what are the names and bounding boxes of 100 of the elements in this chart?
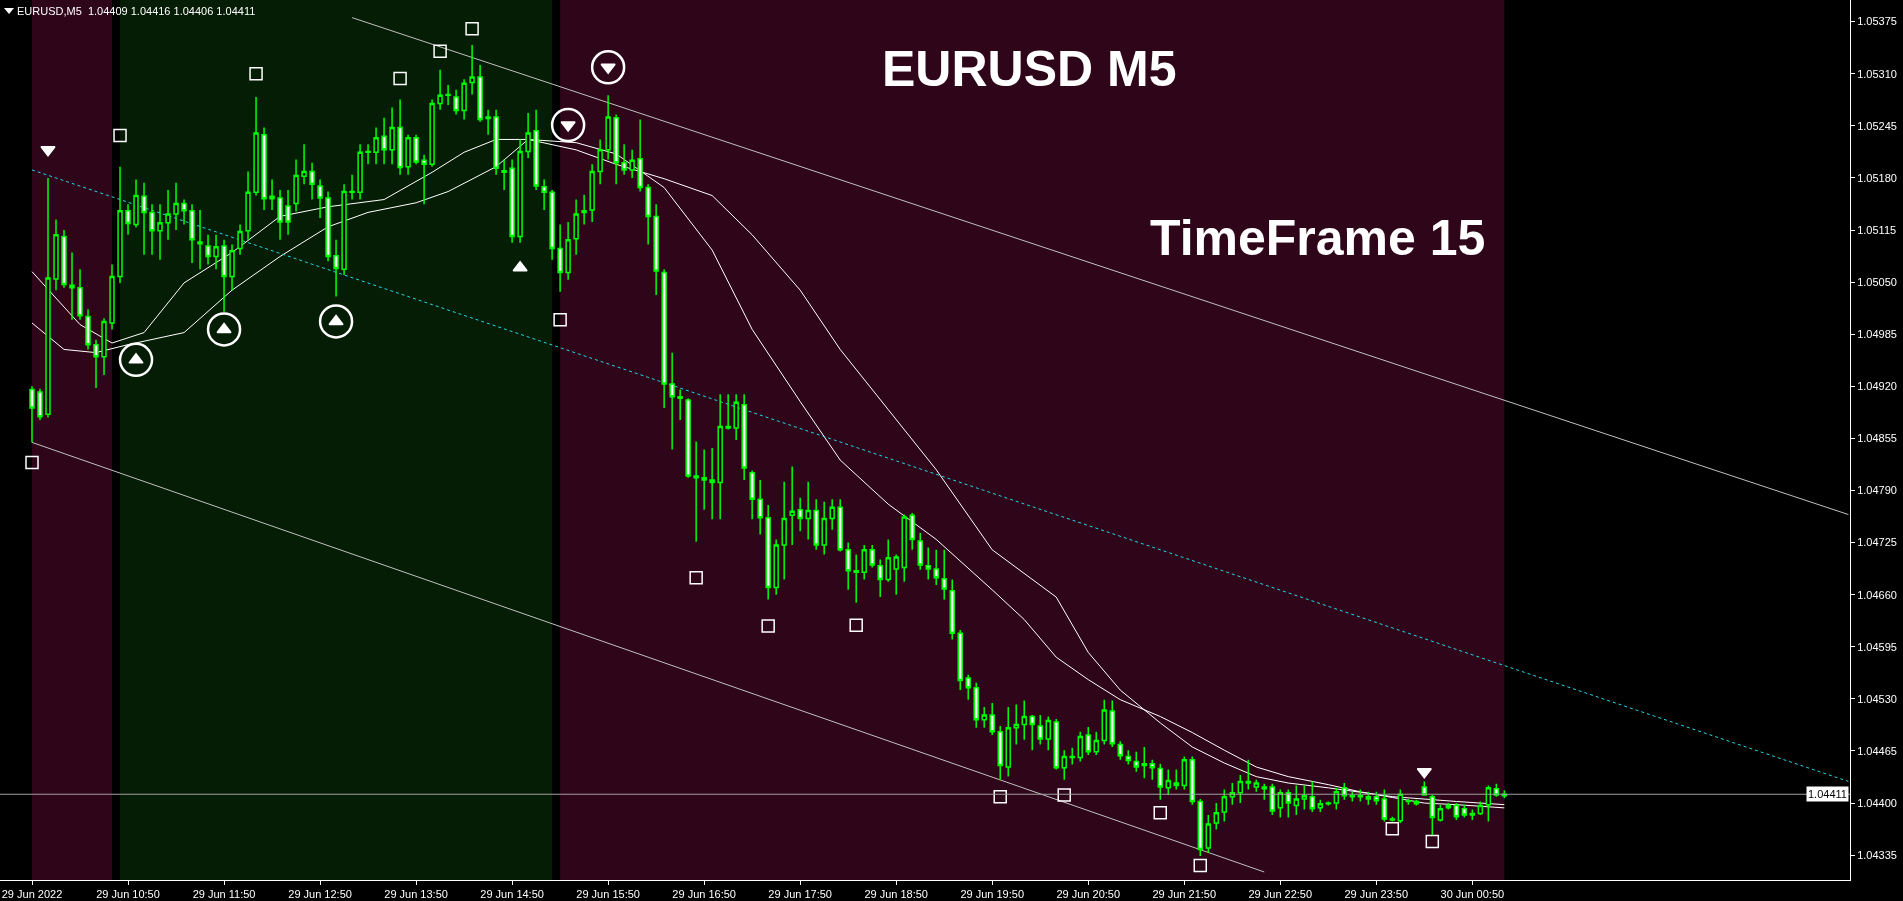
x-tick-label: 29 Jun 11:50 bbox=[192, 888, 256, 901]
candlestick bbox=[869, 544, 875, 569]
point bbox=[206, 312, 242, 347]
y-tick-label: 1.04920 bbox=[1857, 380, 1897, 393]
candlestick bbox=[765, 504, 771, 601]
candlestick bbox=[149, 203, 155, 256]
candlestick bbox=[1325, 800, 1331, 807]
candlestick bbox=[205, 234, 211, 266]
candlestick bbox=[677, 388, 683, 421]
x-tick-label: 29 Jun 13:50 bbox=[384, 888, 448, 901]
candlestick bbox=[1205, 814, 1211, 854]
candlestick bbox=[741, 393, 747, 481]
candlestick bbox=[181, 198, 187, 226]
candlestick bbox=[661, 268, 667, 409]
candlestick bbox=[437, 68, 443, 111]
candlestick bbox=[461, 78, 467, 121]
candlestick bbox=[1149, 759, 1155, 781]
point bbox=[113, 128, 127, 143]
candlestick bbox=[733, 393, 739, 441]
candlestick bbox=[309, 161, 315, 201]
candlestick bbox=[1293, 784, 1299, 816]
candlestick bbox=[509, 158, 515, 244]
candlestick bbox=[429, 98, 435, 168]
candlestick bbox=[253, 96, 259, 197]
candlestick bbox=[293, 158, 299, 213]
candlestick bbox=[789, 465, 795, 546]
point bbox=[118, 342, 154, 378]
x-tick-label: 29 Jun 14:50 bbox=[480, 888, 544, 901]
candlestick bbox=[541, 178, 547, 211]
point bbox=[689, 571, 703, 585]
x-tick-label: 29 Jun 20:50 bbox=[1056, 888, 1121, 901]
candlestick bbox=[237, 223, 243, 256]
annotation: TimeFrame 15 bbox=[1150, 210, 1486, 266]
candlestick bbox=[245, 170, 251, 241]
annotation: EURUSD,M5 1.04409 1.04416 1.04406 1.04411 bbox=[17, 5, 256, 17]
candlestick bbox=[669, 351, 675, 451]
candlestick bbox=[1077, 730, 1083, 763]
candlestick bbox=[565, 221, 571, 281]
candlestick bbox=[285, 189, 291, 236]
candlestick bbox=[277, 189, 283, 241]
candlestick bbox=[45, 177, 51, 419]
candlestick bbox=[1037, 714, 1043, 746]
candlestick bbox=[821, 500, 827, 556]
candlestick bbox=[1013, 703, 1019, 746]
candlestick bbox=[333, 238, 339, 298]
candlestick bbox=[885, 538, 891, 583]
y-tick-label: 1.04985 bbox=[1857, 328, 1897, 341]
candlestick bbox=[1157, 763, 1163, 801]
candlestick bbox=[813, 498, 819, 551]
point bbox=[849, 618, 863, 632]
candlestick bbox=[1189, 755, 1195, 806]
candlestick bbox=[1181, 755, 1187, 791]
y-tick-label: 1.04400 bbox=[1857, 796, 1897, 809]
y-tick-label: 1.04595 bbox=[1857, 640, 1897, 653]
candlestick bbox=[653, 203, 659, 296]
candlestick bbox=[949, 578, 955, 641]
candlestick bbox=[157, 203, 163, 261]
candlestick bbox=[357, 143, 363, 201]
candlestick bbox=[421, 153, 427, 206]
candlestick bbox=[981, 706, 987, 729]
point bbox=[993, 789, 1007, 804]
candlestick bbox=[997, 725, 1003, 781]
candlestick bbox=[1221, 788, 1227, 823]
candlestick bbox=[605, 94, 611, 161]
y-tick-label: 1.05180 bbox=[1857, 171, 1897, 184]
candlestick bbox=[701, 448, 707, 511]
candlestick bbox=[877, 558, 883, 598]
candlestick bbox=[373, 126, 379, 166]
candlestick bbox=[381, 117, 387, 166]
point bbox=[1425, 834, 1440, 849]
candlestick bbox=[917, 532, 923, 571]
candlestick bbox=[1125, 749, 1131, 766]
candlestick bbox=[581, 194, 587, 226]
candlestick bbox=[965, 674, 971, 701]
point bbox=[1193, 858, 1208, 873]
candlestick bbox=[93, 339, 99, 389]
candlestick bbox=[69, 251, 75, 321]
candlestick bbox=[109, 263, 115, 331]
point bbox=[318, 304, 354, 339]
candlestick bbox=[1117, 740, 1123, 761]
candlestick bbox=[469, 44, 475, 96]
candlestick bbox=[85, 308, 91, 351]
candlestick bbox=[901, 513, 907, 583]
candlestick bbox=[797, 496, 803, 533]
candlestick bbox=[325, 190, 331, 263]
x-tick-label: 30 Jun 00:50 bbox=[1440, 888, 1505, 901]
y-tick-label: 1.05115 bbox=[1857, 223, 1897, 236]
candlestick bbox=[1269, 783, 1275, 816]
candlestick bbox=[197, 209, 203, 271]
candlestick bbox=[1061, 749, 1067, 781]
point bbox=[1057, 788, 1071, 802]
candlestick bbox=[1285, 788, 1291, 819]
candlestick bbox=[101, 317, 107, 376]
candlestick bbox=[1469, 808, 1476, 821]
y-tick-label: 1.04530 bbox=[1857, 692, 1897, 705]
y-tick-label: 1.04790 bbox=[1857, 484, 1897, 497]
candlestick bbox=[341, 183, 347, 276]
candlestick bbox=[829, 498, 835, 531]
y-tick-label: 1.04660 bbox=[1857, 588, 1897, 601]
candlestick bbox=[477, 64, 483, 123]
